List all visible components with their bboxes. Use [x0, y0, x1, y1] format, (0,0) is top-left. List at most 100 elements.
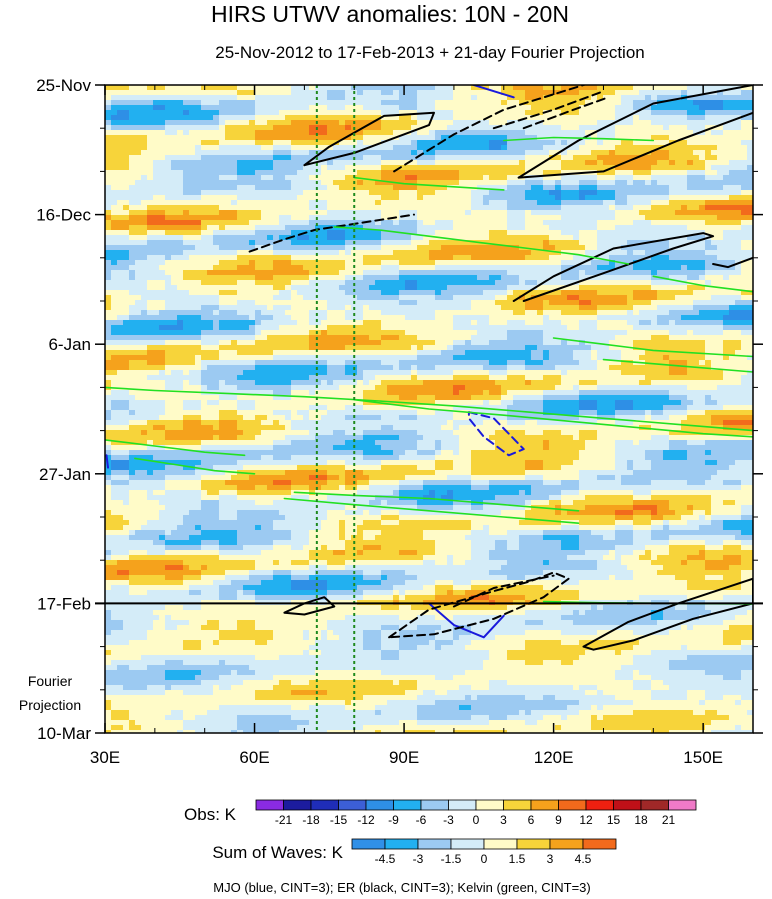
field-cell	[219, 190, 226, 196]
field-cell	[105, 100, 112, 106]
field-cell	[237, 175, 244, 181]
field-cell	[615, 235, 622, 241]
field-cell	[147, 115, 154, 121]
field-cell	[111, 275, 118, 281]
field-cell	[633, 290, 640, 296]
field-cell	[501, 205, 508, 211]
field-cell	[717, 105, 724, 111]
field-cell	[531, 95, 538, 101]
field-cell	[561, 130, 568, 136]
field-cell	[441, 105, 448, 111]
field-cell	[219, 300, 226, 306]
field-cell	[597, 275, 604, 281]
field-cell	[417, 295, 424, 301]
field-cell	[123, 160, 130, 166]
field-cell	[453, 305, 460, 311]
field-cell	[273, 135, 280, 141]
field-cell	[435, 195, 442, 201]
field-cell	[591, 220, 598, 226]
field-cell	[585, 245, 592, 251]
field-cell	[483, 255, 490, 261]
field-cell	[747, 290, 753, 296]
field-cell	[507, 145, 514, 151]
field-cell	[159, 125, 166, 131]
field-cell	[387, 195, 394, 201]
field-cell	[213, 225, 220, 231]
field-cell	[711, 175, 718, 181]
field-cell	[147, 140, 154, 146]
field-cell	[315, 165, 322, 171]
field-cell	[297, 125, 304, 131]
field-cell	[663, 300, 670, 306]
field-cell	[237, 315, 244, 321]
field-cell	[525, 265, 532, 271]
field-cell	[135, 115, 142, 121]
field-cell	[573, 175, 580, 181]
field-cell	[735, 190, 742, 196]
field-cell	[153, 220, 160, 226]
field-cell	[387, 165, 394, 171]
field-cell	[141, 140, 148, 146]
field-cell	[549, 100, 556, 106]
field-cell	[147, 260, 154, 266]
field-cell	[573, 90, 580, 96]
field-cell	[585, 270, 592, 276]
field-cell	[603, 110, 610, 116]
field-cell	[183, 90, 190, 96]
field-cell	[201, 300, 208, 306]
field-cell	[513, 135, 520, 141]
field-cell	[117, 215, 124, 221]
field-cell	[717, 120, 724, 126]
field-cell	[375, 130, 382, 136]
field-cell	[525, 260, 532, 266]
field-cell	[285, 185, 292, 191]
field-cell	[195, 215, 202, 221]
field-cell	[687, 190, 694, 196]
field-cell	[399, 280, 406, 286]
field-cell	[675, 150, 682, 156]
field-cell	[651, 140, 658, 146]
field-cell	[147, 285, 154, 291]
field-cell	[525, 195, 532, 201]
field-cell	[741, 265, 748, 271]
field-cell	[549, 270, 556, 276]
field-cell	[609, 305, 616, 311]
field-cell	[129, 135, 136, 141]
field-cell	[153, 170, 160, 176]
field-cell	[603, 255, 610, 261]
field-cell	[213, 90, 220, 96]
field-cell	[315, 200, 322, 206]
field-cell	[681, 275, 688, 281]
field-cell	[711, 225, 718, 231]
field-cell	[267, 280, 274, 286]
field-cell	[723, 90, 730, 96]
field-cell	[735, 265, 742, 271]
field-cell	[519, 120, 526, 126]
field-cell	[459, 290, 466, 296]
field-cell	[201, 140, 208, 146]
field-cell	[729, 170, 736, 176]
field-cell	[243, 85, 250, 91]
field-cell	[309, 150, 316, 156]
field-cell	[513, 215, 520, 221]
field-cell	[681, 235, 688, 241]
field-cell	[363, 260, 370, 266]
field-cell	[231, 220, 238, 226]
field-cell	[117, 310, 124, 316]
field-cell	[645, 205, 652, 211]
field-cell	[303, 90, 310, 96]
field-cell	[681, 180, 688, 186]
field-cell	[657, 200, 664, 206]
field-cell	[255, 235, 262, 241]
field-cell	[129, 95, 136, 101]
field-cell	[471, 110, 478, 116]
field-cell	[243, 315, 250, 321]
field-cell	[579, 285, 586, 291]
field-cell	[369, 210, 376, 216]
field-cell	[375, 215, 382, 221]
field-cell	[579, 160, 586, 166]
field-cell	[471, 235, 478, 241]
field-cell	[507, 275, 514, 281]
field-cell	[519, 150, 526, 156]
field-cell	[423, 180, 430, 186]
